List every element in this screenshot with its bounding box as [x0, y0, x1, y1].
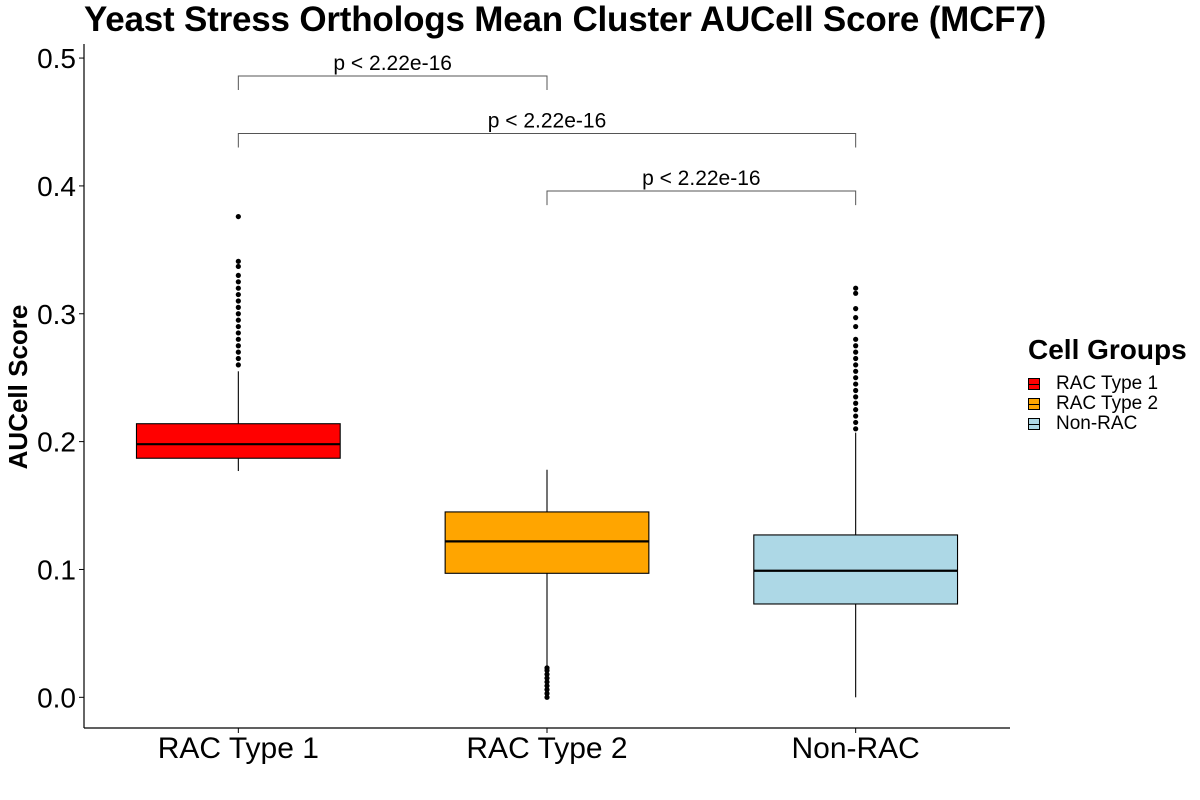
outlier-point — [544, 679, 550, 685]
comparison-bracket: p < 2.22e-16 — [237, 52, 548, 91]
legend-label: RAC Type 2 — [1056, 393, 1159, 414]
outlier-point — [853, 306, 859, 312]
y-tick-label: 0.4 — [37, 171, 76, 202]
bracket-line — [546, 190, 857, 206]
outlier-point — [544, 690, 550, 697]
outlier-point — [235, 213, 241, 220]
outlier-point — [853, 400, 859, 406]
outlier-point — [853, 375, 859, 381]
comparison-bracket: p < 2.22e-16 — [237, 109, 857, 148]
legend-title: Cell Groups — [1028, 334, 1187, 365]
outlier-point — [235, 330, 241, 336]
p-value-label: p < 2.22e-16 — [488, 109, 607, 132]
y-tick-label: 0.1 — [37, 554, 76, 585]
bracket-line — [237, 75, 548, 91]
outlier-point — [544, 694, 550, 700]
outlier-point — [235, 349, 241, 355]
outlier-point — [235, 343, 241, 349]
outlier-point — [853, 413, 859, 419]
box-iqr — [753, 534, 959, 605]
legend-swatch — [1028, 418, 1040, 430]
box-iqr — [135, 423, 341, 459]
box-non-rac — [753, 285, 959, 698]
outlier-point — [235, 323, 241, 330]
axes: 0.0 0.1 0.2 0.3 0.4 0.5 RAC Type 1 RAC Type 2 No… — [37, 43, 1010, 765]
y-tick-label: 0.2 — [37, 427, 76, 458]
outlier-point — [544, 665, 550, 671]
outlier-point — [853, 336, 859, 342]
outlier-point — [235, 317, 241, 323]
outlier-point — [853, 362, 859, 368]
outlier-point — [853, 394, 859, 400]
p-value-label: p < 2.22e-16 — [642, 167, 761, 190]
outlier-point — [235, 298, 241, 304]
outlier-point — [544, 675, 550, 681]
box-rac-type-2 — [444, 469, 650, 700]
outlier-point — [235, 362, 241, 368]
comparison-bracket: p < 2.22e-16 — [546, 167, 857, 206]
legend-label: RAC Type 1 — [1056, 373, 1159, 394]
legend-label: Non-RAC — [1056, 413, 1138, 434]
outlier-point — [235, 272, 241, 279]
outlier-point — [853, 290, 859, 296]
outlier-point — [235, 279, 241, 285]
x-tick-label: RAC Type 2 — [466, 732, 627, 765]
outlier-point — [544, 687, 550, 693]
outlier-point — [235, 304, 241, 310]
outlier-point — [235, 311, 241, 317]
outlier-point — [544, 671, 550, 677]
y-tick-label: 0.0 — [37, 682, 76, 713]
outlier-point — [853, 343, 859, 349]
legend-item: Non-RAC — [1028, 413, 1187, 434]
outlier-point — [235, 291, 241, 298]
outlier-point — [235, 285, 241, 291]
outlier-point — [853, 285, 859, 291]
legend-swatch — [1028, 398, 1040, 410]
outlier-point — [853, 419, 859, 426]
x-tick-label: RAC Type 1 — [158, 732, 319, 765]
x-tick-label: Non-RAC — [791, 732, 919, 765]
legend-item: RAC Type 1 — [1028, 373, 1187, 394]
legend-item: RAC Type 2 — [1028, 393, 1187, 414]
outlier-point — [853, 349, 859, 355]
outlier-point — [853, 368, 859, 374]
box-rac-type-1 — [135, 213, 341, 472]
outlier-point — [235, 355, 241, 362]
outlier-point — [544, 683, 550, 689]
outlier-point — [853, 381, 859, 387]
outlier-point — [235, 263, 241, 270]
y-tick-label: 0.3 — [37, 299, 76, 330]
chart-title: Yeast Stress Orthologs Mean Cluster AUCe… — [84, 0, 1047, 39]
outlier-point — [853, 355, 859, 362]
p-value-label: p < 2.22e-16 — [333, 52, 452, 75]
comparison-brackets: p < 2.22e-16 p < 2.22e-16 p < 2.22e-16 — [237, 52, 857, 206]
outlier-point — [853, 323, 859, 330]
bracket-line — [237, 132, 857, 148]
outlier-point — [235, 336, 241, 342]
outlier-point — [853, 426, 859, 432]
outlier-point — [853, 315, 859, 321]
outlier-point — [853, 407, 859, 413]
box-iqr — [444, 511, 650, 574]
y-tick-label: 0.5 — [37, 43, 76, 74]
box-series — [135, 213, 959, 700]
outlier-point — [853, 387, 859, 394]
y-axis-label: AUCell Score — [3, 305, 33, 470]
legend-swatch — [1028, 378, 1040, 390]
outlier-point — [235, 258, 241, 264]
legend-items: RAC Type 1 RAC Type 2 Non-RAC — [1028, 373, 1187, 434]
legend: Cell Groups RAC Type 1 RAC Type 2 Non-RAC — [1028, 334, 1187, 434]
